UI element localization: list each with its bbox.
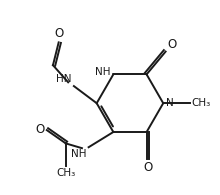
Text: O: O bbox=[54, 27, 63, 41]
Text: NH: NH bbox=[95, 67, 110, 77]
Text: N: N bbox=[166, 98, 174, 108]
Text: HN: HN bbox=[57, 74, 72, 84]
Text: CH₃: CH₃ bbox=[56, 168, 75, 178]
Text: O: O bbox=[167, 38, 177, 51]
Text: NH: NH bbox=[71, 149, 87, 159]
Text: O: O bbox=[143, 160, 152, 174]
Text: CH₃: CH₃ bbox=[191, 98, 211, 108]
Text: O: O bbox=[36, 123, 45, 136]
